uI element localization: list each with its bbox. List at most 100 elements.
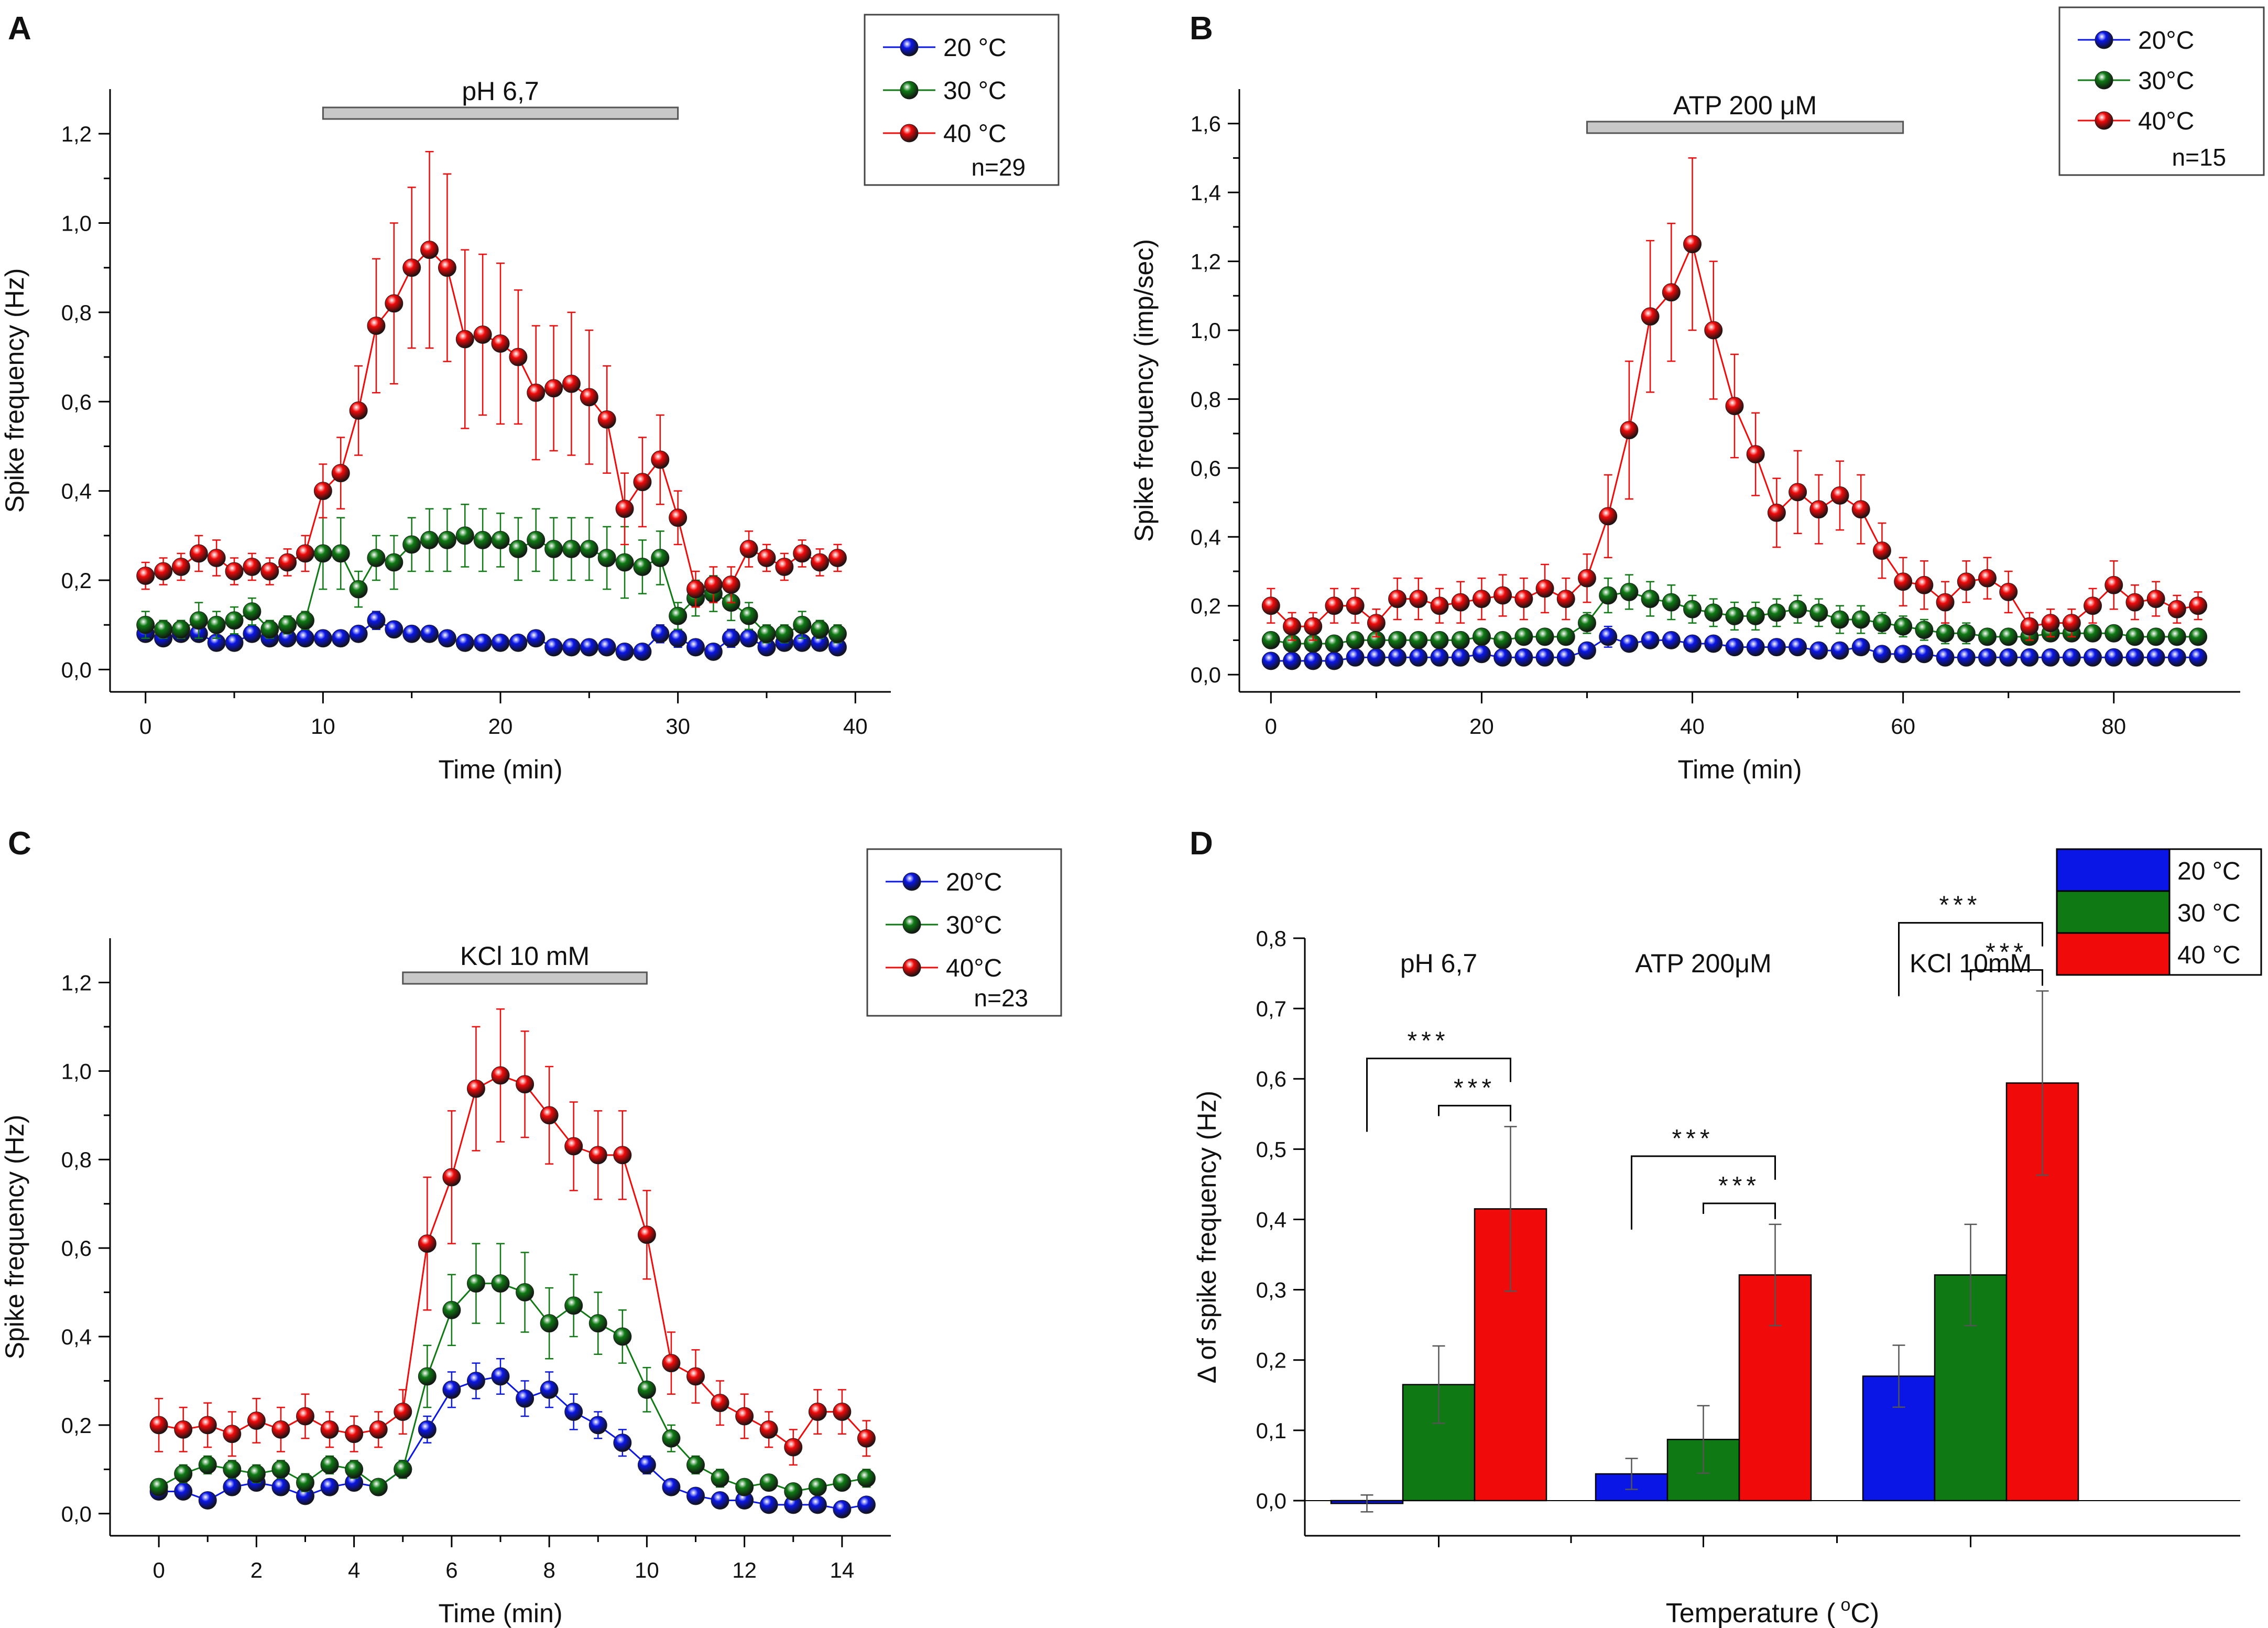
y-tick-label: 0,5 — [1256, 1137, 1286, 1162]
data-point — [438, 629, 456, 648]
data-point — [1999, 627, 2018, 646]
data-point — [1957, 624, 1976, 643]
data-point — [331, 544, 350, 563]
data-point — [1514, 627, 1533, 646]
series-blue — [136, 611, 847, 661]
data-point — [442, 1300, 461, 1319]
x-tick-label: 2 — [250, 1558, 263, 1582]
data-point — [331, 629, 350, 648]
data-point — [313, 629, 332, 648]
data-point — [278, 553, 297, 572]
legend-swatch — [2056, 932, 2171, 976]
y-tick-label: 1,0 — [61, 1059, 92, 1083]
data-point — [1767, 603, 1786, 622]
y-tick-label: 0,1 — [1256, 1418, 1286, 1443]
data-point — [811, 620, 830, 639]
data-point — [808, 1478, 827, 1496]
y-tick-label: 0,8 — [61, 300, 92, 325]
data-point — [473, 530, 492, 549]
data-point — [1851, 638, 1870, 657]
data-point — [784, 1438, 803, 1457]
series-red — [136, 151, 847, 608]
data-point — [402, 624, 421, 643]
y-tick-label: 1,4 — [1191, 180, 1221, 205]
data-point — [320, 1478, 339, 1496]
data-point — [544, 539, 563, 558]
data-point — [225, 562, 244, 581]
data-point — [1325, 596, 1344, 615]
x-tick-label: 12 — [732, 1558, 757, 1582]
data-point — [2167, 600, 2186, 618]
data-point — [1493, 648, 1512, 667]
data-point — [1261, 631, 1280, 649]
data-point — [491, 1274, 510, 1293]
data-point — [808, 1403, 827, 1421]
significance-stars: *** — [1718, 1172, 1760, 1200]
data-point — [420, 624, 439, 643]
data-point — [442, 1380, 461, 1399]
data-point — [296, 629, 314, 648]
data-point — [527, 383, 546, 402]
data-point — [1936, 648, 1955, 667]
y-tick-label: 0,3 — [1256, 1278, 1286, 1303]
data-point — [669, 606, 688, 625]
data-point — [420, 241, 439, 259]
data-point — [198, 1416, 217, 1435]
data-point — [1725, 606, 1744, 625]
data-point — [1346, 596, 1365, 615]
data-point — [540, 1314, 559, 1333]
data-point — [466, 1079, 485, 1098]
legend-label: 30 °C — [943, 77, 1007, 105]
data-point — [349, 624, 368, 643]
data-point — [2105, 648, 2123, 667]
panel-label: D — [1190, 826, 1213, 862]
data-point — [527, 629, 546, 648]
data-point — [473, 633, 492, 652]
legend: 20 °C 30 °C 40 °C n=29 — [864, 14, 1060, 186]
data-point — [320, 1456, 339, 1474]
significance-stars: *** — [1672, 1125, 1714, 1153]
x-tick-label: 60 — [1891, 714, 1915, 739]
data-point — [562, 638, 581, 657]
x-tick-label: 6 — [445, 1558, 457, 1582]
data-point — [271, 1460, 290, 1479]
data-point — [367, 316, 386, 335]
data-point — [1683, 600, 1702, 618]
data-point — [808, 1495, 827, 1514]
data-point — [271, 1420, 290, 1439]
data-point — [1851, 500, 1870, 519]
data-point — [225, 633, 244, 652]
data-point — [369, 1478, 388, 1496]
data-point — [154, 620, 173, 639]
data-point — [1830, 641, 1849, 660]
data-point — [775, 624, 794, 643]
data-point — [722, 576, 740, 594]
data-point — [662, 1478, 681, 1496]
data-point — [331, 464, 350, 483]
data-point — [418, 1234, 437, 1253]
data-point — [345, 1460, 364, 1479]
data-point — [1662, 283, 1681, 302]
data-point — [223, 1478, 242, 1496]
data-point — [784, 1482, 803, 1501]
data-point — [385, 620, 404, 639]
data-point — [1430, 648, 1449, 667]
data-point — [2041, 648, 2060, 667]
data-point — [1535, 627, 1554, 646]
x-tick-label: 80 — [2101, 714, 2126, 739]
data-point — [1430, 631, 1449, 649]
significance-stars: *** — [1939, 892, 1981, 919]
data-point — [345, 1425, 364, 1444]
data-point — [1789, 600, 1807, 618]
data-point — [349, 401, 368, 420]
legend: 20°C 30°C 40°Cn=23 — [866, 848, 1062, 1017]
data-point — [1577, 641, 1596, 660]
data-point — [2125, 627, 2144, 646]
data-point — [1620, 421, 1639, 440]
data-point — [1535, 648, 1554, 667]
data-point — [615, 500, 634, 518]
data-point — [516, 1283, 535, 1302]
data-point — [1767, 638, 1786, 657]
y-tick-label: 1,2 — [1191, 249, 1221, 274]
y-axis-label: Spike frequency (Hz) — [0, 1115, 29, 1360]
